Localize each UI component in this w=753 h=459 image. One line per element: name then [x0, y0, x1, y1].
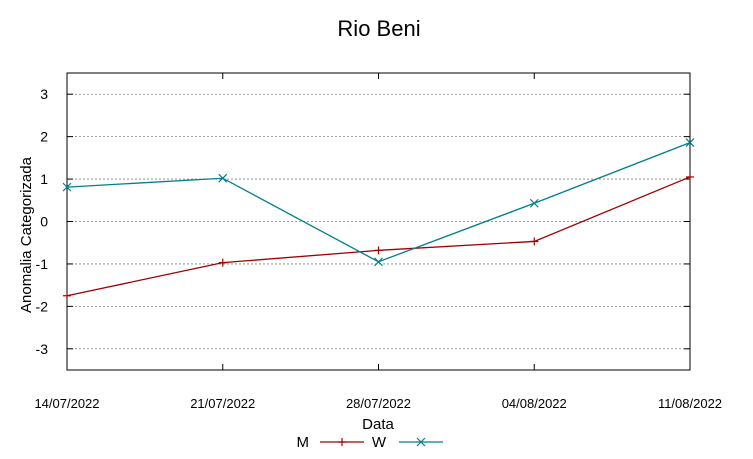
data-point-w: [218, 173, 228, 183]
x-axis-label: Data: [362, 416, 394, 433]
grid: [67, 93, 690, 350]
series-layer: [62, 138, 695, 300]
y-tick-label: 2: [40, 129, 48, 145]
y-axis-label: Anomalia Categorizada: [18, 156, 35, 313]
data-point-w: [685, 138, 695, 148]
y-tick-label: -2: [36, 298, 49, 314]
x-axis: 14/07/2022 21/07/2022 28/07/2022 04/08/2022…: [34, 73, 722, 411]
y-tick-label: 1: [40, 171, 48, 187]
series-line-w: [66, 141, 691, 263]
x-tick-label: 14/07/2022: [34, 396, 99, 411]
series-line-m: [66, 176, 691, 297]
x-tick-label: 04/08/2022: [502, 396, 567, 411]
data-point-w: [529, 198, 539, 208]
y-tick-label: 3: [40, 86, 48, 102]
data-point-w: [374, 257, 383, 267]
y-axis: -3 -2 -1 0 1 2 3: [36, 86, 690, 357]
data-point-w: [62, 182, 72, 192]
x-tick-label: 11/08/2022: [658, 396, 722, 411]
data-point-m: [530, 237, 539, 246]
legend-marker-w: [416, 437, 426, 447]
legend-label-m: M: [297, 434, 310, 451]
legend-label-w: W: [372, 434, 387, 451]
data-point-m: [374, 246, 383, 255]
chart-title: Rio Beni: [337, 16, 420, 41]
x-tick-label: 28/07/2022: [346, 396, 411, 411]
data-point-m: [686, 172, 694, 181]
y-tick-label: -1: [36, 256, 49, 272]
y-tick-label: -3: [36, 341, 49, 357]
data-point-m: [63, 291, 71, 300]
data-point-m: [218, 258, 227, 267]
y-tick-label: 0: [40, 214, 48, 230]
x-tick-label: 21/07/2022: [190, 396, 255, 411]
legend-marker-m: [338, 438, 346, 446]
